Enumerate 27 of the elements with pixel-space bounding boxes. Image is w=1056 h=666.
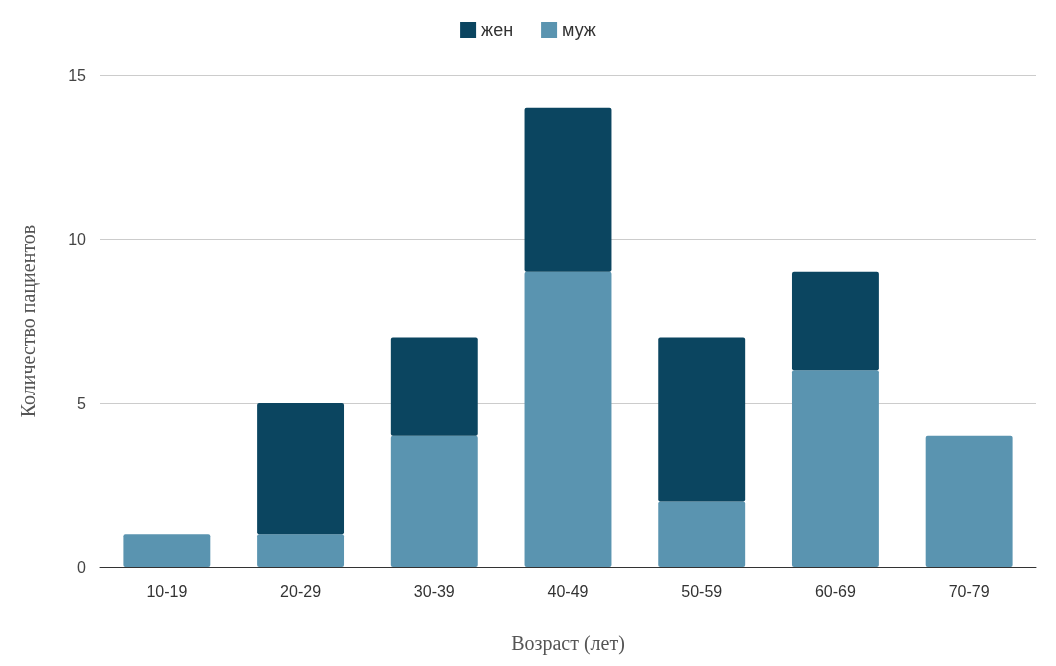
bar [524,107,612,272]
bar [925,435,1013,567]
bar [791,370,879,567]
y-axis-title: Количество пациентов [17,224,40,418]
bar [524,271,612,567]
y-tick-label: 10 [68,230,87,248]
bar [791,271,879,371]
bar [658,501,746,567]
x-tick-label: 10-19 [146,582,188,600]
bar [390,435,478,567]
x-tick-label: 70-79 [948,582,990,600]
x-tick-label: 30-39 [413,582,455,600]
legend-label: жен [481,20,514,40]
x-tick-label: 60-69 [814,582,856,600]
bar [658,337,746,502]
y-tick-label: 5 [77,394,87,412]
x-tick-label: 50-59 [681,582,723,600]
bar [257,403,345,535]
bar [390,337,478,436]
bar [123,534,211,567]
legend-label: муж [562,20,596,40]
x-axis-title: Возраст (лет) [511,632,625,655]
y-tick-label: 0 [77,558,87,576]
x-tick-label: 20-29 [280,582,322,600]
y-tick-label: 15 [68,66,87,84]
x-tick-label: 40-49 [547,582,589,600]
bar [257,534,345,567]
